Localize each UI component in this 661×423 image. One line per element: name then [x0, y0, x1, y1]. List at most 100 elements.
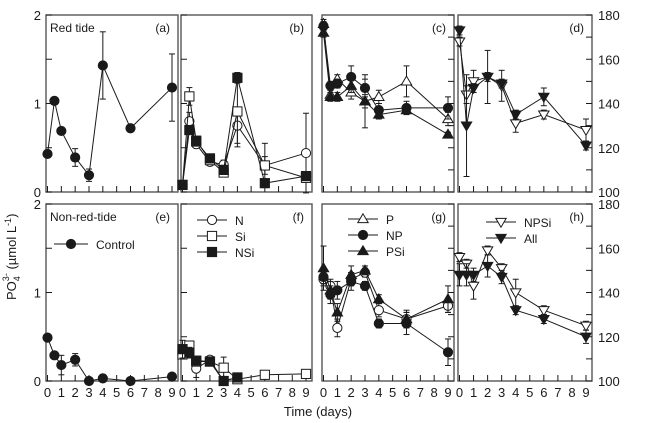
series-line: [47, 63, 173, 177]
legend-marker: [356, 244, 370, 256]
legend-marker: [494, 217, 508, 229]
series-npsi: [453, 245, 593, 332]
data-point: [49, 350, 60, 361]
row-label: Red tide: [50, 21, 95, 35]
legend-item: Si: [197, 230, 246, 244]
data-point: [70, 152, 81, 163]
data-point: [372, 90, 385, 101]
legend-marker: [65, 238, 77, 250]
y-axis-title: PO43- (µmol L-1): [1, 214, 22, 300]
y-tick-label-right: 160: [598, 52, 620, 67]
legend-item: NP: [348, 229, 403, 243]
data-point: [331, 306, 344, 317]
series-p: [318, 267, 454, 338]
data-point: [232, 106, 243, 117]
x-tick-label: 7: [554, 385, 561, 400]
x-tick-label: 4: [375, 385, 382, 400]
data-point: [495, 264, 508, 275]
x-tick-label: 7: [417, 385, 424, 400]
series-line: [459, 30, 587, 146]
legend-label: NPSi: [524, 216, 551, 230]
x-tick-label: 2: [484, 385, 491, 400]
data-point: [332, 322, 343, 333]
data-point: [345, 79, 358, 90]
panels: 012(a)Red tide (b) (c)100120140160180(d)01…: [34, 8, 620, 400]
data-point: [331, 90, 344, 101]
x-tick-label: 5: [113, 385, 120, 400]
data-point: [509, 306, 522, 317]
panel-letter: (g): [431, 210, 446, 224]
data-point: [56, 359, 67, 371]
series-nsi: [177, 339, 243, 387]
data-point: [400, 75, 413, 86]
data-point: [467, 83, 480, 95]
y-tick-label-left: 0: [34, 185, 41, 200]
series-line: [323, 26, 448, 111]
panel-frame: [45, 203, 179, 382]
legend-marker: [357, 229, 369, 241]
data-point: [495, 272, 508, 284]
data-point: [166, 82, 178, 93]
x-tick-label: 9: [168, 385, 175, 400]
data-point: [372, 108, 385, 119]
series-all: [453, 254, 593, 344]
series-line: [459, 265, 587, 338]
data-point: [317, 261, 330, 273]
data-point: [177, 179, 188, 191]
data-point: [166, 371, 178, 382]
y-tick-label-right: 180: [598, 197, 620, 212]
x-tick-label: 1: [58, 385, 65, 400]
y-tick-label-left: 1: [34, 97, 41, 112]
data-point: [300, 170, 312, 182]
legend-label: N: [235, 214, 244, 228]
data-point: [97, 60, 108, 71]
data-point: [358, 264, 372, 275]
series-line: [459, 249, 587, 327]
x-tick-label: 1: [193, 385, 200, 400]
data-point: [537, 314, 550, 326]
x-tick-label: 8: [289, 385, 296, 400]
data-point: [218, 362, 229, 373]
legend-item: Control: [54, 238, 135, 252]
data-point: [467, 270, 480, 281]
series-control: [42, 31, 178, 182]
series-line: [323, 23, 449, 120]
legend-item: All: [486, 232, 537, 246]
legend-item: N: [197, 214, 244, 228]
x-tick-label: 4: [99, 385, 106, 400]
x-tick-label: 7: [141, 385, 148, 400]
data-point: [453, 37, 466, 48]
legend-label: Control: [96, 238, 135, 252]
data-point: [467, 77, 480, 88]
y-tick-label-left: 2: [34, 8, 41, 23]
panel-h: 100 120 140 160 180 0 1 2 3 4 5 6 7 8 9 (h) NPSi All: [453, 197, 620, 400]
data-point: [509, 119, 522, 130]
panel-c: (c): [317, 14, 455, 193]
data-point: [495, 79, 508, 90]
panel-g: 0 1 2 3 4 5 6 7 8 9 (g) P NP PSi: [317, 203, 455, 400]
x-tick-label: 2: [206, 385, 213, 400]
legend-label: All: [524, 232, 537, 246]
data-point: [453, 26, 466, 37]
legend-item: P: [348, 212, 394, 227]
legend-marker: [356, 212, 370, 224]
data-point: [56, 125, 67, 137]
x-tick-label: 3: [498, 385, 505, 400]
x-tick-label: 3: [220, 385, 227, 400]
legend-item: NSi: [197, 246, 254, 260]
panel-letter: (h): [569, 210, 584, 224]
data-point: [125, 123, 136, 134]
panel-b: (b): [177, 14, 313, 194]
data-point: [509, 288, 522, 299]
panel-frame: [180, 14, 313, 193]
y-tick-label-left: 0: [34, 374, 41, 389]
data-point: [125, 375, 136, 387]
legend-item: NPSi: [486, 216, 551, 230]
series-control: [42, 332, 178, 387]
x-tick-label: 0: [44, 385, 51, 400]
series-si: [177, 75, 312, 191]
legend-label: NP: [386, 229, 403, 243]
data-point: [372, 292, 385, 304]
